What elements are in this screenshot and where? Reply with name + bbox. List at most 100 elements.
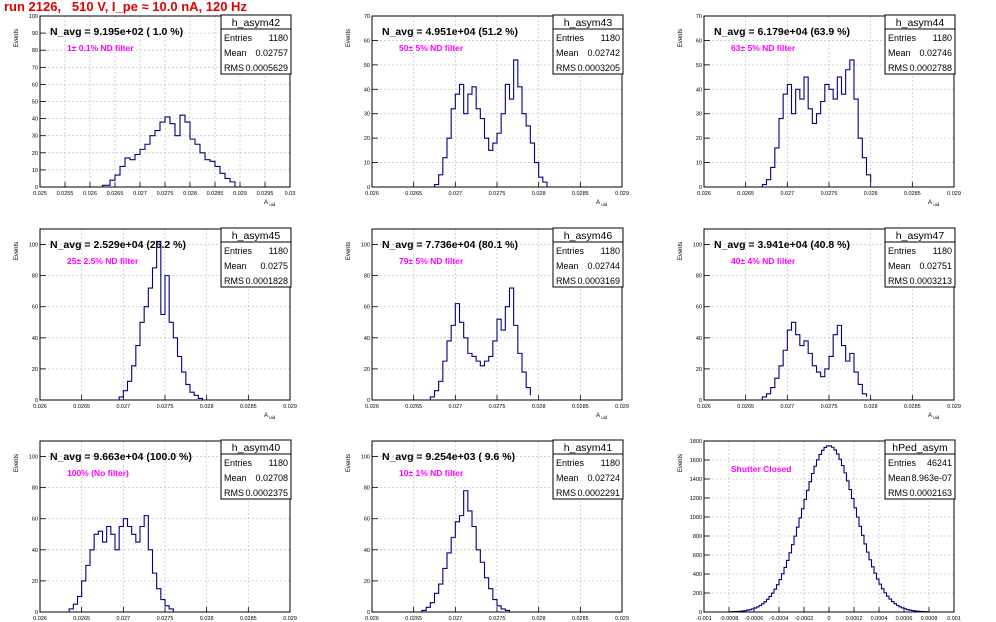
y-axis-label: Events — [14, 454, 20, 472]
y-tick-label: 50 — [696, 63, 702, 69]
filter-label: Shutter Closed — [731, 464, 791, 474]
histogram-series-h_asym43 — [433, 59, 548, 187]
stats-label: Mean — [888, 48, 911, 58]
stats-value: 8.963e-07 — [911, 473, 952, 483]
stats-box-frame — [552, 227, 624, 288]
stats-box-frame — [884, 227, 956, 288]
y-tick-label: 70 — [364, 14, 370, 20]
y-tick-label: 40 — [696, 87, 702, 93]
y-tick-label: 0 — [35, 185, 38, 191]
x-tick-label: -0.0004 — [770, 616, 789, 622]
stats-label: Mean — [556, 473, 579, 483]
stats-value: 1180 — [269, 246, 288, 256]
histogram-panel-h_asym42: 0.025 0.0255 0.026 0.0265 0.027 0.0275 0.028 0.… — [14, 14, 295, 207]
y-axis-label: Events — [14, 242, 20, 260]
y-tick-label: 60 — [696, 38, 702, 44]
y-tick-label: 80 — [32, 48, 38, 54]
x-tick-label: 0.0265 — [73, 404, 90, 410]
stats-label: Mean — [556, 48, 579, 58]
stats-label: Entries — [556, 458, 585, 468]
y-tick-label: 1200 — [690, 496, 702, 502]
stats-label: Entries — [888, 33, 917, 43]
x-tick-label: 0.026 — [365, 616, 379, 622]
stats-box: h_asym43 Entries 1180 Mean 0.02742 RMS 0.00032… — [552, 14, 624, 75]
stats-box-frame — [552, 439, 624, 500]
x-tick-label: 0.0275 — [489, 404, 506, 410]
x-tick-label: 0.0265 — [737, 191, 754, 197]
y-tick-label: 1600 — [690, 458, 702, 464]
x-tick-label: 0.0285 — [904, 404, 921, 410]
stats-value: 0.0002788 — [909, 63, 952, 73]
stats-box-frame — [884, 439, 956, 500]
plot-frame — [39, 15, 291, 188]
plot-frame — [703, 440, 955, 613]
x-tick-label: 0.0265 — [107, 191, 124, 197]
stats-label: RMS — [224, 63, 244, 73]
stats-label: Mean — [888, 473, 911, 483]
stats-label: Mean — [224, 261, 247, 271]
x-tick-label: 0.028 — [200, 404, 214, 410]
plot-frame — [371, 228, 623, 401]
x-tick-label: 0 — [827, 616, 830, 622]
filter-label: 1± 0.1% ND filter — [67, 43, 134, 53]
histogram-name: h_asym46 — [564, 230, 613, 242]
stats-label: Entries — [224, 246, 253, 256]
stats-box-frame — [552, 14, 624, 75]
y-tick-label: 40 — [32, 548, 38, 554]
y-tick-label: 20 — [364, 579, 370, 585]
n-avg-label: N_avg = 9.195e+02 ( 1.0 %) — [50, 26, 183, 38]
stats-box-frame — [220, 439, 292, 500]
y-axis-label: Events — [678, 242, 684, 260]
histogram-series-hPed_asym — [728, 445, 930, 613]
x-tick-label: 0.0255 — [57, 191, 74, 197]
x-tick-label: 0.026 — [83, 191, 97, 197]
stats-box-frame — [884, 14, 956, 75]
x-tick-label: -0.0002 — [795, 616, 814, 622]
x-tick-label: 0.029 — [615, 616, 629, 622]
stats-value: 0.02724 — [587, 473, 620, 483]
x-tick-label: 0.0275 — [821, 191, 838, 197]
y-axis-label: Events — [14, 29, 20, 47]
x-tick-label: -0.001 — [696, 616, 712, 622]
histogram-panel-h_asym41: 0.026 0.0265 0.027 0.0275 0.028 0.0285 0.029 0 2… — [346, 439, 629, 622]
y-tick-label: 1400 — [690, 477, 702, 483]
y-tick-label: 100 — [29, 455, 38, 461]
x-tick-label: 0.028 — [532, 404, 546, 410]
x-tick-label: 0.027 — [116, 404, 130, 410]
x-tick-label: 0.0285 — [572, 191, 589, 197]
y-tick-label: 30 — [32, 134, 38, 140]
stats-value: 0.02751 — [919, 261, 952, 271]
stats-label: RMS — [888, 488, 908, 498]
y-tick-label: 30 — [364, 112, 370, 118]
y-tick-label: 0 — [699, 398, 702, 404]
y-tick-label: 80 — [364, 274, 370, 280]
y-tick-label: 70 — [696, 14, 702, 20]
filter-label: 10± 1% ND filter — [399, 468, 464, 478]
y-tick-label: 80 — [32, 274, 38, 280]
filter-label: 40± 4% ND filter — [731, 256, 796, 266]
histogram-name: h_asym44 — [896, 17, 945, 29]
x-tick-label: 0.027 — [448, 191, 462, 197]
x-tick-label: 0.0275 — [821, 404, 838, 410]
y-tick-label: 0 — [35, 610, 38, 616]
stats-label: Entries — [224, 33, 253, 43]
y-tick-label: 20 — [696, 367, 702, 373]
x-tick-label: 0.026 — [365, 191, 379, 197]
filter-label: 25± 2.5% ND filter — [67, 256, 139, 266]
y-tick-label: 100 — [361, 455, 370, 461]
histogram-panel-h_asym44: 0.026 0.0265 0.027 0.0275 0.028 0.0285 0.029 0 1… — [678, 14, 961, 207]
stats-value: 0.0275 — [260, 261, 288, 271]
histogram-name: h_asym40 — [232, 442, 281, 454]
y-tick-label: 100 — [29, 14, 38, 20]
x-tick-label: 0.026 — [697, 404, 711, 410]
y-tick-label: 40 — [32, 117, 38, 123]
x-axis-label: A uid — [928, 413, 940, 420]
y-tick-label: 20 — [364, 367, 370, 373]
n-avg-label: N_avg = 2.529e+04 (26.2 %) — [50, 239, 186, 251]
n-avg-label: N_avg = 6.179e+04 (63.9 %) — [714, 26, 850, 38]
x-tick-label: 0.029 — [947, 191, 961, 197]
histogram-name: hPed_asym — [892, 442, 948, 454]
x-tick-label: 0.025 — [33, 191, 47, 197]
x-tick-label: 0.0285 — [207, 191, 224, 197]
x-tick-label: 0.0275 — [157, 191, 174, 197]
